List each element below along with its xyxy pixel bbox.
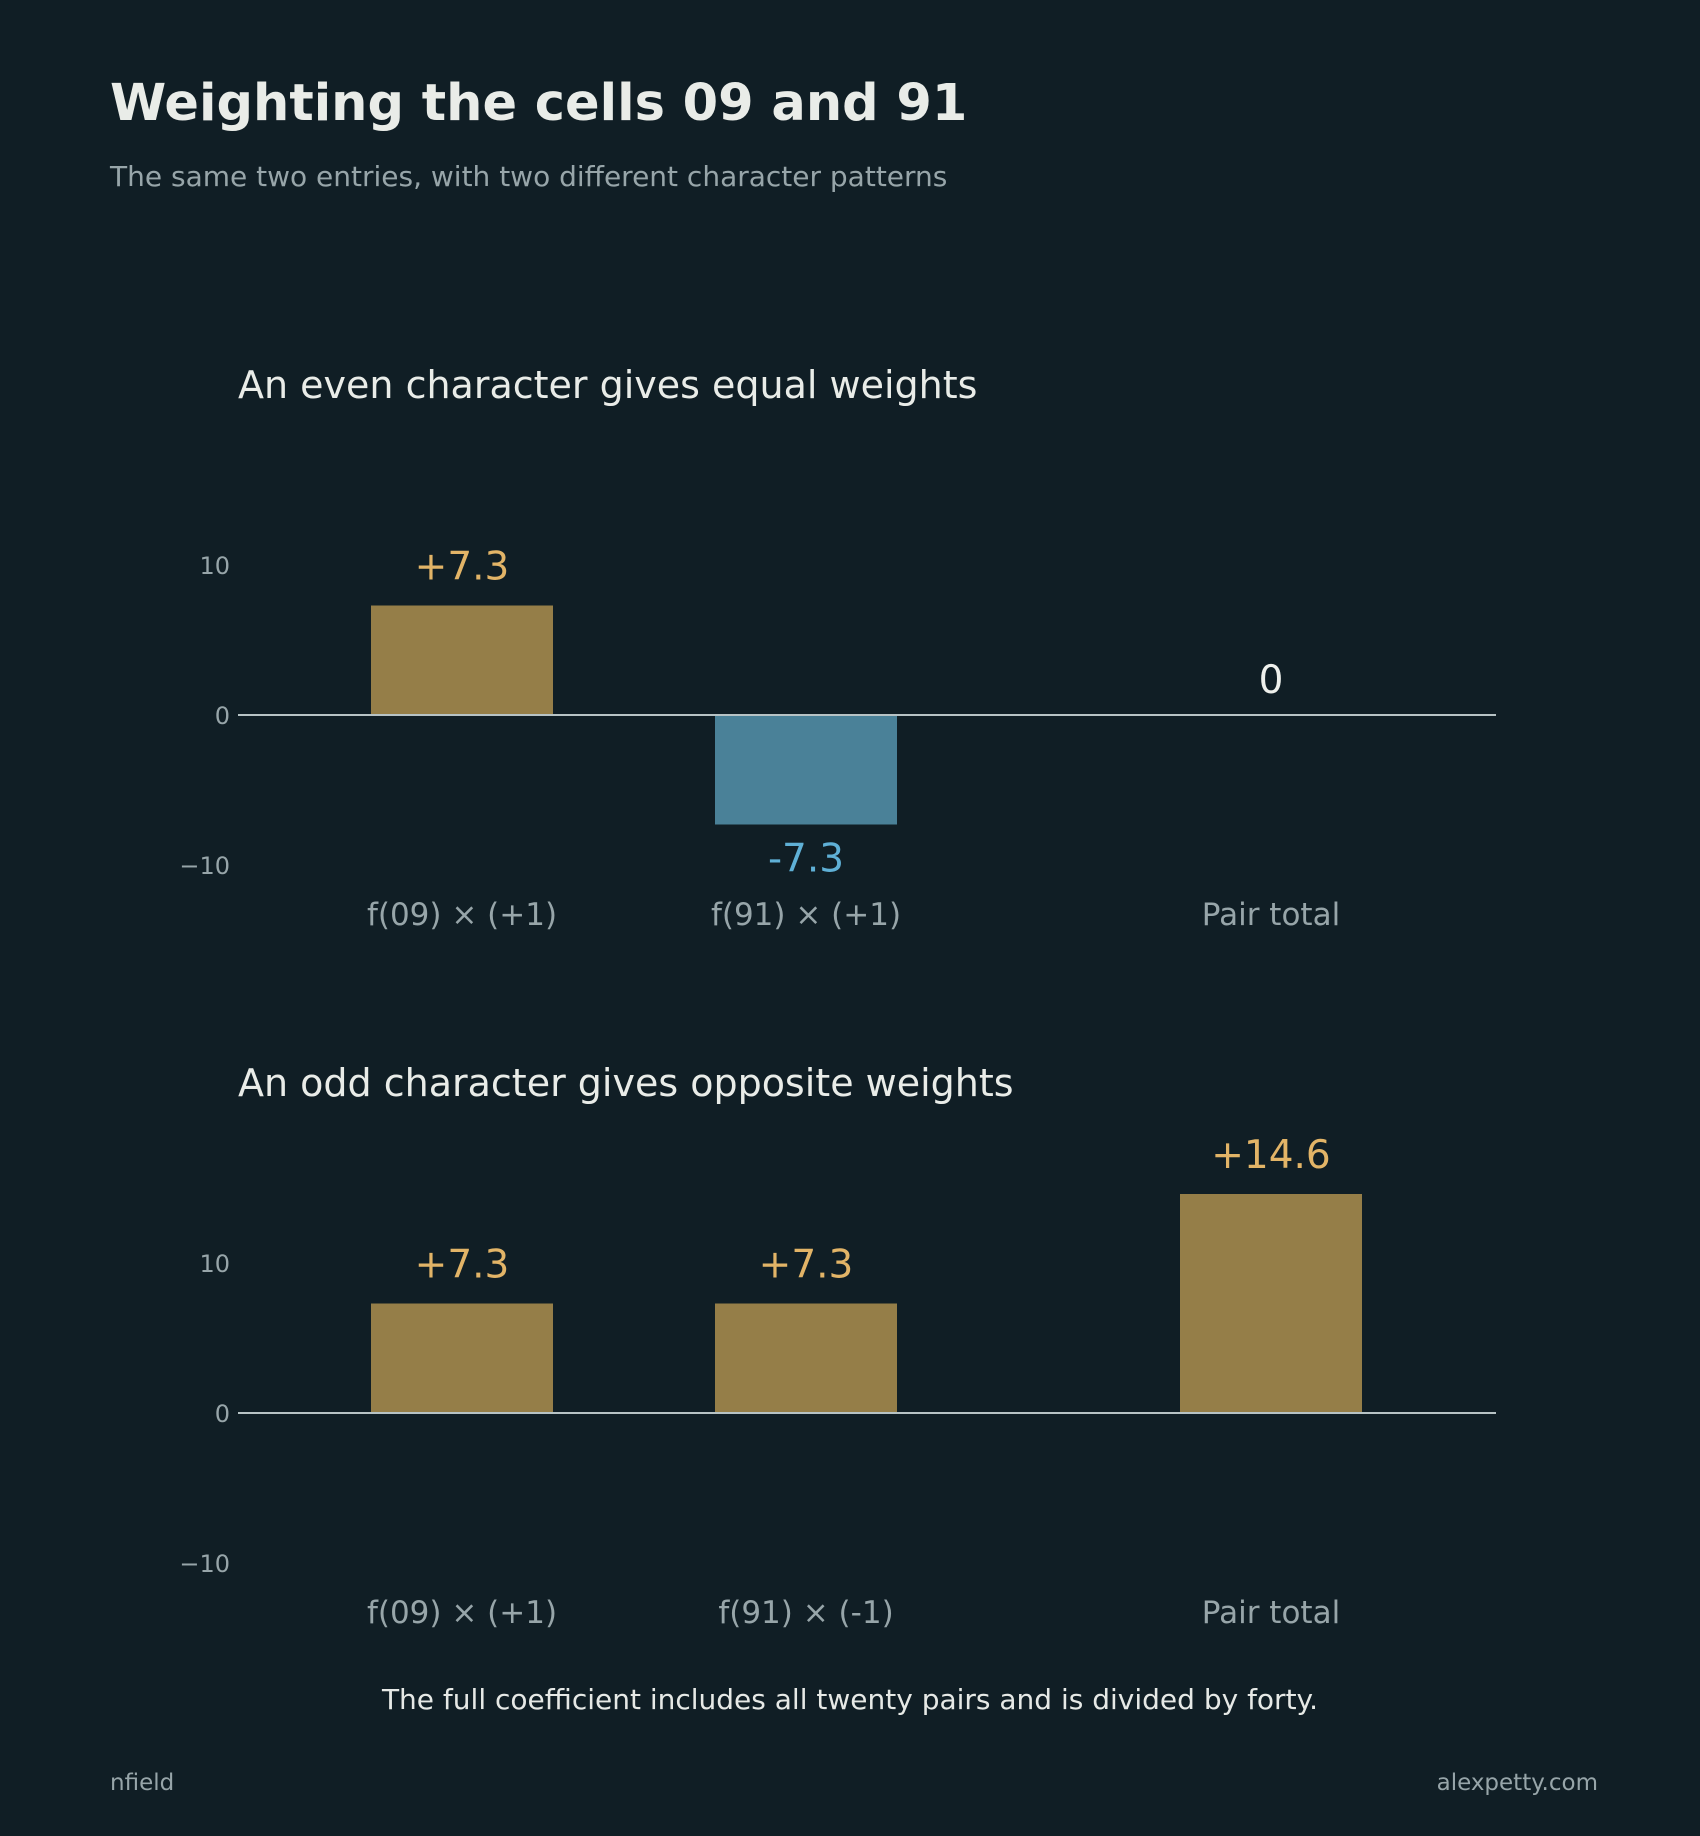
footnote: The full coefficient includes all twenty… bbox=[381, 1683, 1319, 1716]
category-label: f(09) × (+1) bbox=[367, 897, 557, 933]
category-label: Pair total bbox=[1202, 1595, 1340, 1631]
bar bbox=[715, 1303, 897, 1413]
odd-character-bar-chart: An odd character gives opposite weights … bbox=[179, 1061, 1496, 1631]
y-tick-label: 0 bbox=[215, 702, 230, 730]
page-title: Weighting the cells 09 and 91 bbox=[110, 74, 968, 133]
y-tick-label: −10 bbox=[179, 1550, 230, 1578]
data-label: +7.3 bbox=[415, 1243, 510, 1288]
y-tick-label: 0 bbox=[215, 1400, 230, 1428]
y-tick-label: −10 bbox=[179, 852, 230, 880]
chart-title: An even character gives equal weights bbox=[238, 363, 977, 407]
bar bbox=[371, 605, 553, 715]
data-label: +7.3 bbox=[415, 545, 510, 590]
category-label: f(91) × (+1) bbox=[711, 897, 901, 933]
y-tick-label: 10 bbox=[199, 1250, 230, 1278]
bar bbox=[371, 1303, 553, 1413]
chart-title: An odd character gives opposite weights bbox=[238, 1061, 1014, 1105]
category-label: f(91) × (-1) bbox=[718, 1595, 893, 1631]
even-character-bar-chart: An even character gives equal weights 10… bbox=[179, 363, 1496, 933]
category-label: Pair total bbox=[1202, 897, 1340, 933]
y-tick-label: 10 bbox=[199, 552, 230, 580]
data-label: +14.6 bbox=[1211, 1133, 1331, 1178]
data-label: 0 bbox=[1259, 658, 1284, 703]
page-subtitle: The same two entries, with two different… bbox=[110, 160, 948, 193]
bar bbox=[1180, 1194, 1362, 1413]
data-label: +7.3 bbox=[759, 1243, 854, 1288]
credit-left: nfield bbox=[110, 1770, 175, 1796]
bar bbox=[715, 715, 897, 825]
data-label: -7.3 bbox=[768, 837, 844, 882]
category-label: f(09) × (+1) bbox=[367, 1595, 557, 1631]
credit-right: alexpetty.com bbox=[1436, 1770, 1598, 1796]
